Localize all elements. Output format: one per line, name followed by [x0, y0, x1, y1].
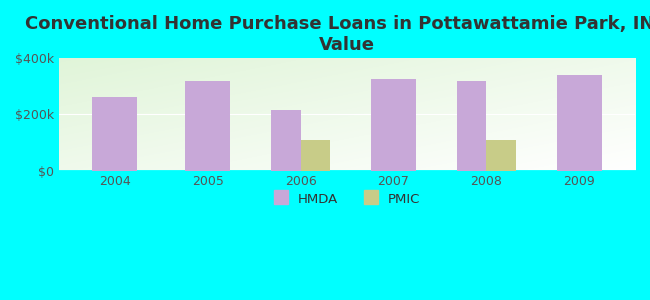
- Bar: [486, 140, 516, 171]
- Bar: [456, 81, 486, 171]
- Bar: [371, 79, 416, 171]
- Bar: [185, 81, 230, 171]
- Bar: [92, 98, 137, 171]
- Bar: [557, 75, 601, 171]
- Bar: [271, 110, 300, 171]
- Bar: [300, 140, 330, 171]
- Legend: HMDA, PMIC: HMDA, PMIC: [268, 187, 426, 211]
- Title: Conventional Home Purchase Loans in Pottawattamie Park, IN -
Value: Conventional Home Purchase Loans in Pott…: [25, 15, 650, 54]
